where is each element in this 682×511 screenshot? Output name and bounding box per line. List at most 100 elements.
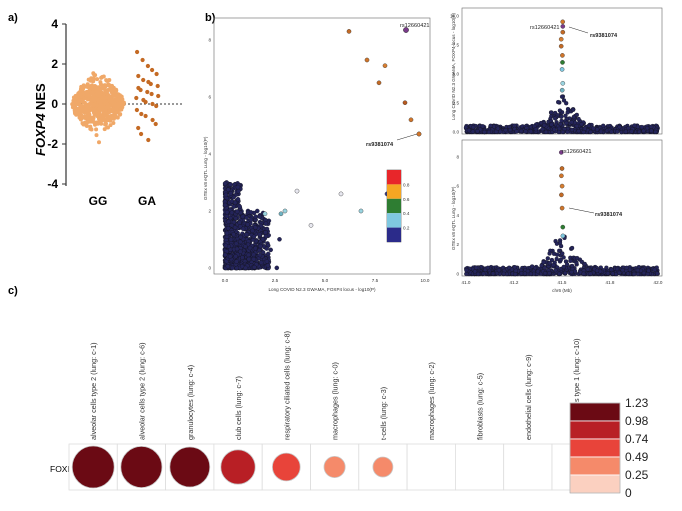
point-GA	[156, 93, 161, 99]
locus-point	[595, 127, 600, 132]
locus-point	[496, 268, 502, 273]
locus-point	[552, 116, 558, 121]
locus-point	[639, 124, 645, 130]
point-GG	[111, 94, 116, 98]
bl-point	[263, 230, 268, 235]
bl-colored-point	[294, 188, 300, 194]
point-GG	[106, 117, 111, 122]
point-GG	[90, 118, 95, 123]
bl-point	[244, 232, 249, 237]
locus-ytick-label: 10.0	[450, 14, 459, 19]
bl-point	[228, 237, 234, 242]
locus-point	[572, 269, 578, 274]
locus-point	[538, 120, 544, 126]
bl-point	[226, 219, 231, 225]
point-GG	[94, 127, 99, 132]
bl-point	[228, 182, 233, 187]
bl-point	[258, 260, 264, 265]
r2-legend-swatch	[387, 227, 401, 242]
point-GG	[108, 97, 113, 102]
point-GA	[148, 81, 153, 87]
bl-point	[222, 202, 228, 208]
point-GG	[118, 112, 123, 117]
point-GG	[102, 112, 107, 117]
point-GG	[83, 114, 88, 119]
locus-peak-point	[560, 81, 566, 86]
bl-point	[268, 247, 273, 253]
bl-point	[233, 216, 239, 221]
bl-point	[225, 264, 231, 269]
colorbar-tick-label: 1.23	[625, 396, 649, 410]
brb-rs9381074-label: rs9381074	[595, 212, 623, 218]
point-GG	[104, 105, 109, 110]
panel-b-right-bottom-xlabel: chr6 (Mb)	[552, 288, 572, 293]
bl-point	[233, 254, 238, 259]
locus-point	[491, 124, 497, 129]
locus-point	[565, 129, 570, 135]
bl-point	[240, 214, 246, 219]
heatmap-cell	[454, 443, 505, 491]
bl-colored-point	[358, 208, 364, 214]
locus-point	[558, 243, 564, 249]
locus-point	[581, 271, 586, 276]
bl-point	[224, 209, 230, 215]
r2-legend-level: 0.2	[403, 226, 410, 231]
locus-xtick-label: 41.5	[558, 280, 567, 285]
bl-point	[228, 215, 233, 221]
locus-point	[542, 265, 547, 271]
point-GG	[91, 103, 96, 108]
point-GA	[150, 67, 155, 73]
locus-point	[594, 268, 600, 273]
locus-point	[558, 121, 563, 127]
bl-point	[229, 222, 235, 228]
locus-xtick-label: 41.8	[606, 280, 615, 285]
locus-peak-point	[559, 173, 564, 179]
panel-b-right-bottom-frame	[461, 139, 663, 277]
locus-point	[574, 123, 579, 129]
point-GG	[89, 77, 94, 82]
locus-point	[471, 125, 476, 130]
point-GG	[91, 93, 96, 98]
bl-point	[225, 225, 231, 231]
locus-point	[569, 269, 574, 275]
panel-a-ytick-label: -4	[47, 177, 58, 191]
locus-point	[542, 123, 547, 128]
locus-point	[475, 271, 481, 277]
point-GG	[78, 98, 83, 103]
panel-a-ylabel-gene: FOXP4	[33, 113, 48, 156]
locus-point	[547, 271, 552, 276]
point-GG	[103, 122, 108, 127]
locus-point	[514, 129, 519, 134]
point-GG	[80, 84, 85, 89]
locus-peak-point	[560, 29, 566, 35]
bl-colored-point	[408, 117, 414, 123]
point-GG	[95, 114, 100, 118]
locus-point	[559, 114, 564, 119]
bl-xtick-label: 7.5	[372, 278, 379, 283]
panel-b-right-bottom-ylabel: GTEx v8 eQTL Lung - log10(P)	[451, 186, 456, 250]
locus-point	[512, 265, 517, 270]
locus-point	[653, 129, 658, 135]
locus-point	[501, 271, 506, 276]
locus-point	[464, 268, 469, 273]
heatmap-column-label: alveolar cells type 2 (lung: c-1)	[89, 343, 98, 440]
locus-point	[635, 271, 641, 277]
bl-point	[224, 230, 230, 236]
category-GA-label: GA	[138, 194, 156, 208]
bl-point	[223, 192, 229, 198]
locus-point	[522, 271, 528, 276]
point-GA	[141, 77, 146, 83]
point-GG	[89, 83, 94, 88]
point-GG	[89, 127, 94, 132]
locus-point	[481, 271, 486, 276]
locus-point	[563, 113, 568, 118]
locus-point	[559, 94, 565, 99]
locus-peak-point	[558, 43, 564, 49]
point-GA	[143, 113, 148, 119]
point-GG	[101, 74, 106, 79]
point-GG	[78, 114, 83, 119]
locus-point	[610, 271, 615, 276]
bl-point	[255, 208, 260, 214]
bl-point	[247, 245, 253, 251]
colorbar-tick-label: 0.98	[625, 414, 649, 428]
